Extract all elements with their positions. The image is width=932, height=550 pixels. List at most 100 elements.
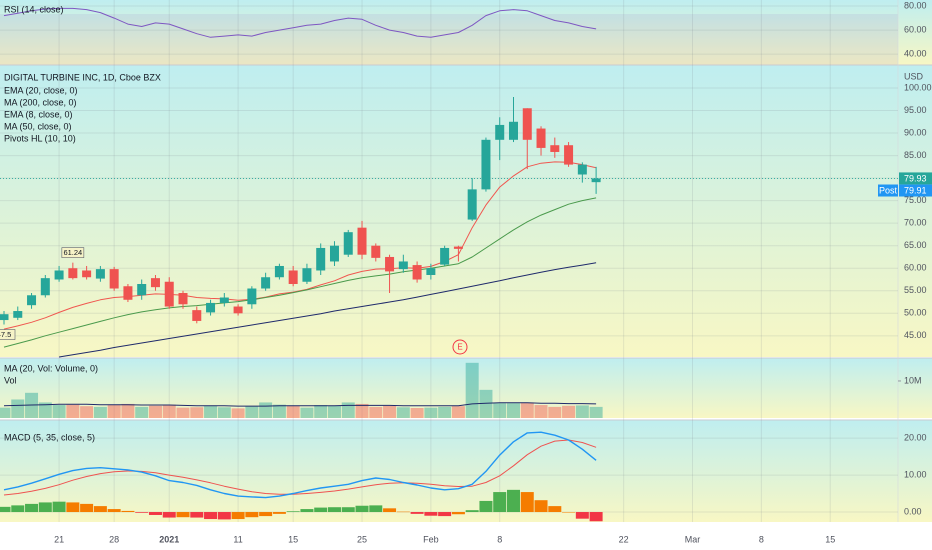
volume-bar: [369, 406, 383, 418]
histogram-bar: [479, 500, 493, 513]
histogram-bar: [38, 502, 52, 513]
histogram-bar: [66, 502, 80, 513]
candle-body: [274, 265, 284, 278]
histogram-bar: [589, 512, 603, 522]
y-tick-label: 0.00: [904, 506, 922, 516]
earnings-label[interactable]: E: [457, 343, 462, 352]
volume-bar: [11, 399, 25, 418]
y-tick-label: 70.00: [904, 218, 927, 228]
legend-entry: EMA (20, close, 0): [4, 85, 78, 95]
last-price-label: 79.93: [904, 173, 927, 183]
legend-entry: MA (50, close, 0): [4, 121, 72, 131]
candle-body: [412, 265, 422, 280]
volume-bar: [355, 403, 369, 418]
rsi-line: [3, 7, 597, 38]
candle-body: [481, 139, 491, 190]
histogram-bar: [93, 506, 107, 513]
candle-body: [591, 178, 601, 183]
pane-title: DIGITAL TURBINE INC, 1D, Cboe BZX: [4, 72, 161, 82]
legend-entry: Pivots HL (10, 10): [4, 133, 76, 143]
volume-bar: [396, 407, 410, 418]
x-tick-label: 8: [497, 534, 502, 544]
moving-average-line: [59, 262, 597, 358]
signal-line: [3, 439, 597, 496]
volume-bar: [479, 389, 493, 418]
volume-bar: [272, 404, 286, 418]
histogram-bar: [369, 505, 383, 513]
volume-bar: [548, 406, 562, 418]
histogram-bar: [410, 512, 424, 514]
volume-bar: [327, 405, 341, 418]
pane-title: MA (20, Vol: Volume, 0): [4, 363, 98, 373]
candle-body: [109, 269, 119, 289]
histogram-bar: [355, 505, 369, 513]
candle-body: [288, 270, 298, 284]
volume-bar: [341, 402, 355, 418]
volume-bar: [259, 402, 273, 418]
histogram-bar: [107, 509, 121, 513]
y-tick-label: 95.00: [904, 105, 927, 115]
y-tick-label: 10M: [904, 375, 922, 385]
volume-bar: [107, 405, 121, 418]
pane-background: [0, 420, 932, 522]
post-price-label: 79.91: [904, 185, 927, 195]
candle-body: [13, 311, 23, 318]
volume-bar: [148, 405, 162, 418]
volume-bar: [589, 406, 603, 418]
candle-body: [178, 293, 188, 305]
candle-body: [233, 306, 243, 314]
histogram-bar: [300, 509, 314, 513]
histogram-bar: [245, 512, 259, 518]
histogram-bar: [176, 512, 190, 518]
x-tick-label: 22: [619, 534, 629, 544]
pane-title: Vol: [4, 375, 17, 385]
histogram-bar: [548, 506, 562, 513]
moving-average-line: [3, 197, 597, 348]
y-tick-label: 10.00: [904, 469, 927, 479]
volume-bar: [93, 406, 107, 418]
volume-bar: [80, 406, 94, 418]
candle-body: [150, 278, 160, 288]
histogram-bar: [341, 507, 355, 513]
histogram-bar: [327, 507, 341, 513]
x-tick-label: 15: [825, 534, 835, 544]
histogram-bar: [231, 512, 245, 520]
candle-body: [0, 314, 9, 321]
histogram-bar: [121, 510, 135, 513]
candle-body: [453, 246, 463, 249]
histogram-bar: [534, 500, 548, 513]
y-tick-label: 40.00: [904, 49, 927, 59]
legend-entry: EMA (8, close, 0): [4, 109, 73, 119]
histogram-bar: [80, 503, 94, 513]
histogram-bar: [272, 512, 286, 514]
earnings-marker[interactable]: E: [452, 339, 468, 355]
histogram-bar: [562, 512, 576, 513]
volume-bar: [66, 404, 80, 418]
candle-body: [164, 281, 174, 307]
histogram-bar: [520, 492, 534, 513]
candle-body: [219, 297, 229, 303]
x-tick-label: 28: [109, 534, 119, 544]
histogram-bar: [451, 512, 465, 515]
post-price-box: [899, 184, 932, 197]
volume-bar: [217, 407, 231, 418]
candle-body: [27, 295, 37, 306]
histogram-bar: [11, 505, 25, 513]
pivot-label: 61.24: [63, 248, 82, 257]
y-tick-label: 60.00: [904, 24, 927, 34]
candle-body: [68, 268, 78, 279]
y-tick-label: 100.00: [904, 82, 932, 92]
volume-bar: [520, 402, 534, 418]
volume-bar: [424, 407, 438, 418]
volume-bar: [506, 403, 520, 418]
volume-bar: [231, 408, 245, 418]
histogram-bar: [575, 512, 589, 519]
pane-background: [0, 0, 932, 65]
volume-bar: [204, 406, 218, 418]
candle-body: [40, 278, 50, 296]
volume-bar: [465, 362, 479, 418]
earnings-circle[interactable]: [452, 339, 468, 355]
x-tick-label: 11: [233, 534, 242, 544]
pane-background: [0, 65, 932, 357]
